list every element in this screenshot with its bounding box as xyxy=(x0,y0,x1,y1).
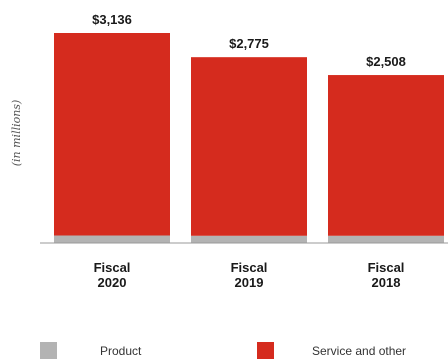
legend-swatch-product xyxy=(40,342,57,359)
bar-product-2 xyxy=(328,235,444,243)
bar-value-label: $3,136 xyxy=(92,12,132,27)
value-labels-group: $3,136 $2,775 $2,508 xyxy=(92,12,406,69)
legend: Product Service and other xyxy=(40,342,406,359)
bar-service-1 xyxy=(191,57,307,236)
bar-value-label: $2,775 xyxy=(229,36,269,51)
category-labels-group: Fiscal 2020 Fiscal 2019 Fiscal 2018 xyxy=(94,260,405,290)
bar-service-2 xyxy=(328,75,444,236)
category-label: Fiscal 2019 xyxy=(231,260,268,290)
legend-label-product: Product xyxy=(100,344,142,358)
category-label: Fiscal 2018 xyxy=(368,260,405,290)
legend-label-service: Service and other xyxy=(312,344,406,358)
bars-group xyxy=(54,33,444,243)
bar-service-0 xyxy=(54,33,170,236)
y-axis-label: (in millions) xyxy=(10,100,23,167)
bar-product-0 xyxy=(54,235,170,243)
legend-swatch-service xyxy=(257,342,274,359)
bar-product-1 xyxy=(191,235,307,243)
bar-value-label: $2,508 xyxy=(366,54,406,69)
category-label: Fiscal 2020 xyxy=(94,260,131,290)
